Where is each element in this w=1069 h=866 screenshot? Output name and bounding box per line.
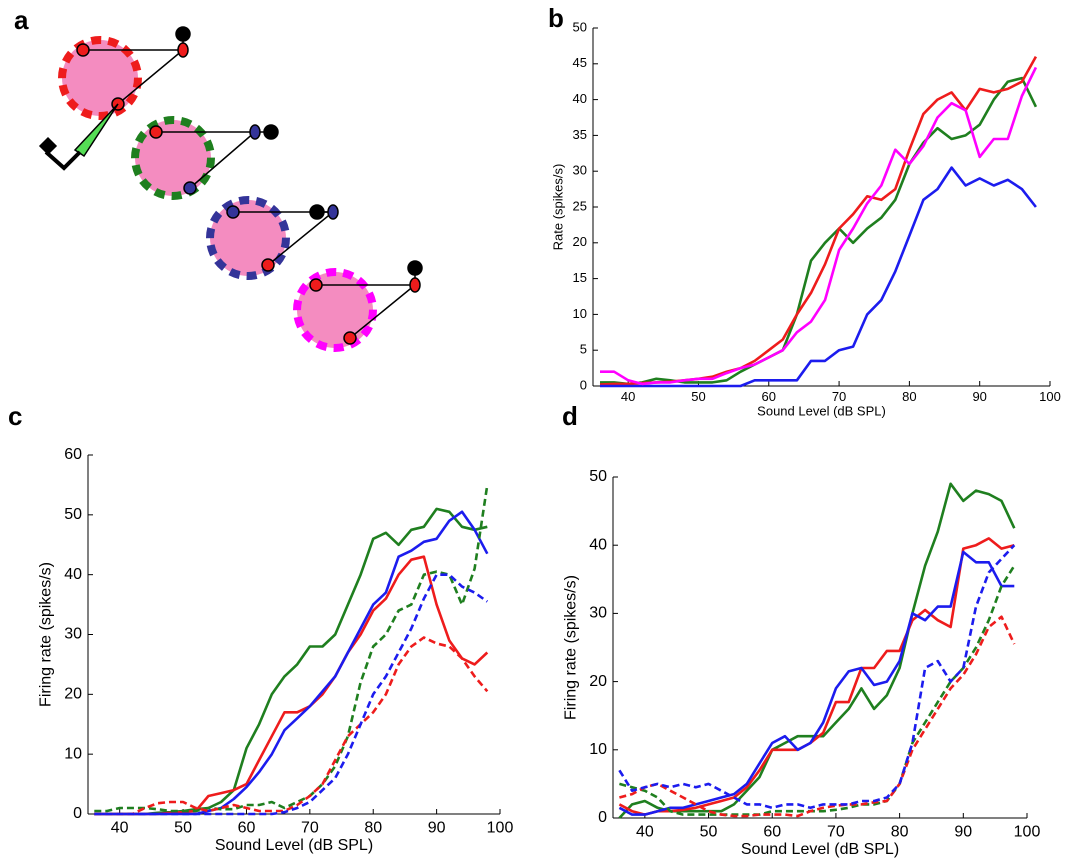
panel-label: b xyxy=(548,3,564,33)
line-series xyxy=(618,550,1015,816)
line-series xyxy=(94,555,489,816)
x-tick-label: 90 xyxy=(972,389,986,404)
x-tick-label: 90 xyxy=(428,820,446,837)
diagram xyxy=(38,26,423,352)
y-tick-label: 10 xyxy=(573,306,587,321)
y-tick-label: 10 xyxy=(589,741,607,758)
y-tick-label: 50 xyxy=(589,468,607,485)
x-tick-label: 100 xyxy=(1014,824,1041,841)
x-tick-label: 100 xyxy=(1039,389,1061,404)
y-tick-label: 15 xyxy=(573,270,587,285)
x-tick-label: 70 xyxy=(301,820,319,837)
line-series xyxy=(94,510,489,816)
line-series xyxy=(618,544,1016,810)
x-axis-label: Sound Level (dB SPL) xyxy=(741,841,899,858)
y-tick-label: 40 xyxy=(64,566,82,583)
x-tick-label: 50 xyxy=(700,824,718,841)
x-tick-label: 60 xyxy=(238,820,256,837)
line-series xyxy=(619,615,1016,818)
line-series xyxy=(619,565,1016,816)
y-tick-label: 0 xyxy=(73,805,82,822)
y-tick-label: 10 xyxy=(64,745,82,762)
line-series xyxy=(94,507,488,816)
line-series xyxy=(94,484,489,813)
x-tick-label: 90 xyxy=(954,824,972,841)
y-tick-label: 45 xyxy=(573,55,587,70)
y-tick-label: 50 xyxy=(573,19,587,34)
y-tick-label: 20 xyxy=(589,673,607,690)
y-tick-label: 35 xyxy=(573,127,587,142)
line-series xyxy=(94,636,489,816)
y-tick-label: 30 xyxy=(589,605,607,622)
x-tick-label: 40 xyxy=(111,820,129,837)
y-tick-label: 25 xyxy=(573,198,587,213)
x-tick-label: 60 xyxy=(763,824,781,841)
y-tick-label: 30 xyxy=(64,626,82,643)
x-axis-label: Sound Level (dB SPL) xyxy=(215,837,373,854)
x-tick-label: 40 xyxy=(621,389,635,404)
y-tick-label: 50 xyxy=(64,506,82,523)
x-tick-label: 70 xyxy=(832,389,846,404)
line-series xyxy=(94,573,489,816)
line-series xyxy=(600,66,1038,386)
x-tick-label: 100 xyxy=(487,820,514,837)
line-series xyxy=(600,166,1037,388)
x-tick-label: 50 xyxy=(174,820,192,837)
y-tick-label: 40 xyxy=(589,536,607,553)
line-series xyxy=(599,55,1038,386)
y-axis-label: Rate (spikes/s) xyxy=(551,164,566,251)
y-tick-label: 60 xyxy=(64,446,82,463)
x-tick-label: 50 xyxy=(691,389,705,404)
panel-label: c xyxy=(8,401,22,431)
x-tick-label: 70 xyxy=(827,824,845,841)
y-axis-label: Firing rate (spikes/s) xyxy=(563,575,580,720)
y-tick-label: 20 xyxy=(64,686,82,703)
panel-label: a xyxy=(14,5,29,35)
y-tick-label: 20 xyxy=(573,234,587,249)
x-tick-label: 80 xyxy=(902,389,916,404)
y-axis-label: Firing rate (spikes/s) xyxy=(38,562,55,707)
x-tick-label: 80 xyxy=(891,824,909,841)
y-tick-label: 0 xyxy=(598,809,607,826)
y-tick-label: 0 xyxy=(580,377,587,392)
y-tick-label: 5 xyxy=(580,342,587,357)
x-tick-label: 40 xyxy=(636,824,654,841)
y-tick-label: 40 xyxy=(573,91,587,106)
x-tick-label: 60 xyxy=(762,389,776,404)
x-axis-label: Sound Level (dB SPL) xyxy=(757,403,886,418)
x-tick-label: 80 xyxy=(364,820,382,837)
y-tick-label: 30 xyxy=(573,163,587,178)
panel-label: d xyxy=(562,401,578,431)
line-series xyxy=(618,482,1016,819)
line-series xyxy=(618,537,1015,816)
